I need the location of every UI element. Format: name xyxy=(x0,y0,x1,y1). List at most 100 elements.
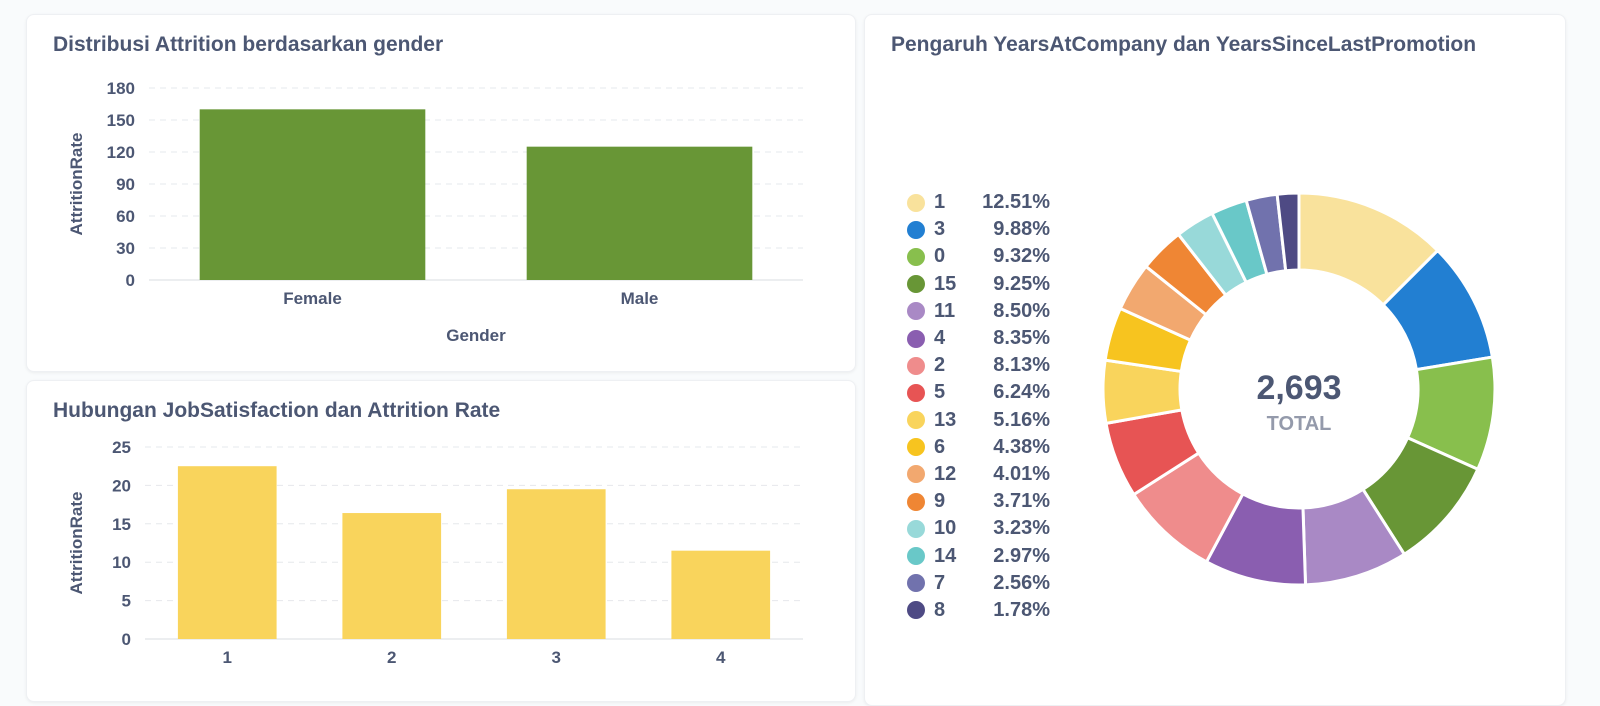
y-tick-label: 30 xyxy=(116,239,135,258)
gender-chart-title[interactable]: Distribusi Attrition berdasarkan gender xyxy=(53,33,444,56)
legend-dot-icon xyxy=(907,302,925,321)
legend-percent: 5.16% xyxy=(993,408,1050,431)
y-axis-title: AttritionRate xyxy=(67,492,86,595)
y-tick-label: 90 xyxy=(116,175,135,194)
legend-item-0[interactable]: 0 9.32% xyxy=(907,243,1050,270)
legend-percent: 12.51% xyxy=(982,191,1050,214)
x-tick-label: 1 xyxy=(223,648,232,667)
donut-chart-title[interactable]: Pengaruh YearsAtCompany dan YearsSinceLa… xyxy=(891,33,1477,56)
gender-bar-chart: 0 30 60 90 120 150 180 Female Male AttritionRate G… xyxy=(67,79,803,345)
legend-label: 10 xyxy=(934,517,957,540)
legend-percent: 6.24% xyxy=(993,381,1050,404)
legend-percent: 9.88% xyxy=(993,218,1050,241)
legend-dot-icon xyxy=(907,411,925,430)
legend-percent: 3.71% xyxy=(993,490,1050,513)
legend-label: 12 xyxy=(934,462,957,485)
donut-total-value: 2,693 xyxy=(1256,369,1341,407)
years-donut-card: Pengaruh YearsAtCompany dan YearsSinceLa… xyxy=(864,14,1566,706)
legend-item-12[interactable]: 12 4.01% xyxy=(907,461,1050,488)
legend-percent: 8.35% xyxy=(993,327,1050,350)
y-tick-label: 20 xyxy=(112,476,131,495)
legend-percent: 4.01% xyxy=(993,462,1050,485)
legend-percent: 8.50% xyxy=(993,299,1050,322)
legend-dot-icon xyxy=(907,465,925,484)
legend-item-11[interactable]: 11 8.50% xyxy=(907,298,1050,325)
legend-label: 1 xyxy=(934,191,946,214)
y-tick-label: 0 xyxy=(126,271,135,290)
legend-dot-icon xyxy=(907,383,925,402)
y-tick-label: 15 xyxy=(112,515,131,534)
legend-item-6[interactable]: 6 4.38% xyxy=(907,434,1050,461)
legend-label: 4 xyxy=(934,327,946,350)
legend-label: 15 xyxy=(934,272,957,295)
y-tick-label: 10 xyxy=(112,553,131,572)
legend-item-5[interactable]: 5 6.24% xyxy=(907,379,1050,406)
donut-total-label: TOTAL xyxy=(1267,413,1332,435)
donut-slice-8[interactable] xyxy=(1275,191,1301,273)
legend-dot-icon xyxy=(907,247,925,266)
bar-2[interactable] xyxy=(342,513,442,639)
bar-4[interactable] xyxy=(671,550,771,639)
legend-dot-icon xyxy=(907,492,925,511)
legend-label: 3 xyxy=(934,218,946,241)
legend-label: 9 xyxy=(934,490,946,513)
y-tick-label: 180 xyxy=(107,79,135,98)
jobsatisfaction-attrition-card: Hubungan JobSatisfaction dan Attrition R… xyxy=(26,380,856,702)
legend-percent: 3.23% xyxy=(993,517,1050,540)
legend-item-10[interactable]: 10 3.23% xyxy=(907,515,1050,542)
legend-dot-icon xyxy=(907,356,925,375)
legend-label: 8 xyxy=(934,598,946,621)
legend-percent: 4.38% xyxy=(993,435,1050,458)
legend-item-14[interactable]: 14 2.97% xyxy=(907,542,1050,569)
legend-percent: 2.56% xyxy=(993,571,1050,594)
legend-item-1[interactable]: 1 12.51% xyxy=(907,189,1050,216)
jobsatisfaction-chart-title[interactable]: Hubungan JobSatisfaction dan Attrition R… xyxy=(53,399,501,422)
legend-item-13[interactable]: 13 5.16% xyxy=(907,407,1050,434)
x-tick-label: 4 xyxy=(716,648,726,667)
legend-item-3[interactable]: 3 9.88% xyxy=(907,216,1050,243)
legend-label: 11 xyxy=(934,299,956,322)
x-tick-label: 3 xyxy=(552,648,561,667)
y-tick-label: 150 xyxy=(107,111,135,130)
y-tick-label: 120 xyxy=(107,143,135,162)
donut-chart: 2,693 TOTAL xyxy=(1101,191,1497,587)
legend-dot-icon xyxy=(907,275,925,294)
legend-label: 6 xyxy=(934,435,946,458)
legend-item-9[interactable]: 9 3.71% xyxy=(907,488,1050,515)
legend-dot-icon xyxy=(907,438,925,457)
x-axis-title: Gender xyxy=(446,326,506,345)
legend-percent: 1.78% xyxy=(993,598,1050,621)
legend-dot-icon xyxy=(907,574,925,593)
legend-percent: 2.97% xyxy=(993,544,1050,567)
legend-dot-icon xyxy=(907,547,925,566)
y-tick-label: 0 xyxy=(122,630,131,649)
legend-dot-icon xyxy=(907,329,925,348)
donut-legend: 1 12.51% 3 9.88% 0 9.32% 15 9.25% 11 8.50% 4 8.35% 2… xyxy=(907,189,1050,624)
gender-attrition-card: Distribusi Attrition berdasarkan gender … xyxy=(26,14,856,372)
legend-percent: 9.25% xyxy=(993,272,1050,295)
legend-label: 7 xyxy=(934,571,946,594)
legend-item-7[interactable]: 7 2.56% xyxy=(907,570,1050,597)
jobsatisfaction-bar-chart: 0 5 10 15 20 25 1 2 3 4 AttritionRate xyxy=(67,438,803,667)
legend-dot-icon xyxy=(907,220,925,239)
legend-dot-icon xyxy=(907,519,925,538)
bar-1[interactable] xyxy=(177,466,277,639)
legend-dot-icon xyxy=(907,193,925,212)
legend-item-8[interactable]: 8 1.78% xyxy=(907,597,1050,624)
y-tick-label: 60 xyxy=(116,207,135,226)
legend-label: 14 xyxy=(934,544,957,567)
x-tick-label: 2 xyxy=(387,648,396,667)
legend-item-15[interactable]: 15 9.25% xyxy=(907,271,1050,298)
x-tick-label: Female xyxy=(283,289,342,308)
legend-label: 13 xyxy=(934,408,957,431)
legend-percent: 8.13% xyxy=(993,354,1050,377)
legend-label: 5 xyxy=(934,381,946,404)
y-tick-label: 25 xyxy=(112,438,131,457)
bar-Female[interactable] xyxy=(199,109,426,280)
legend-item-2[interactable]: 2 8.13% xyxy=(907,352,1050,379)
y-axis-title: AttritionRate xyxy=(67,133,86,236)
x-tick-label: Male xyxy=(621,289,659,308)
legend-item-4[interactable]: 4 8.35% xyxy=(907,325,1050,352)
bar-Male[interactable] xyxy=(526,146,753,280)
bar-3[interactable] xyxy=(506,489,606,639)
